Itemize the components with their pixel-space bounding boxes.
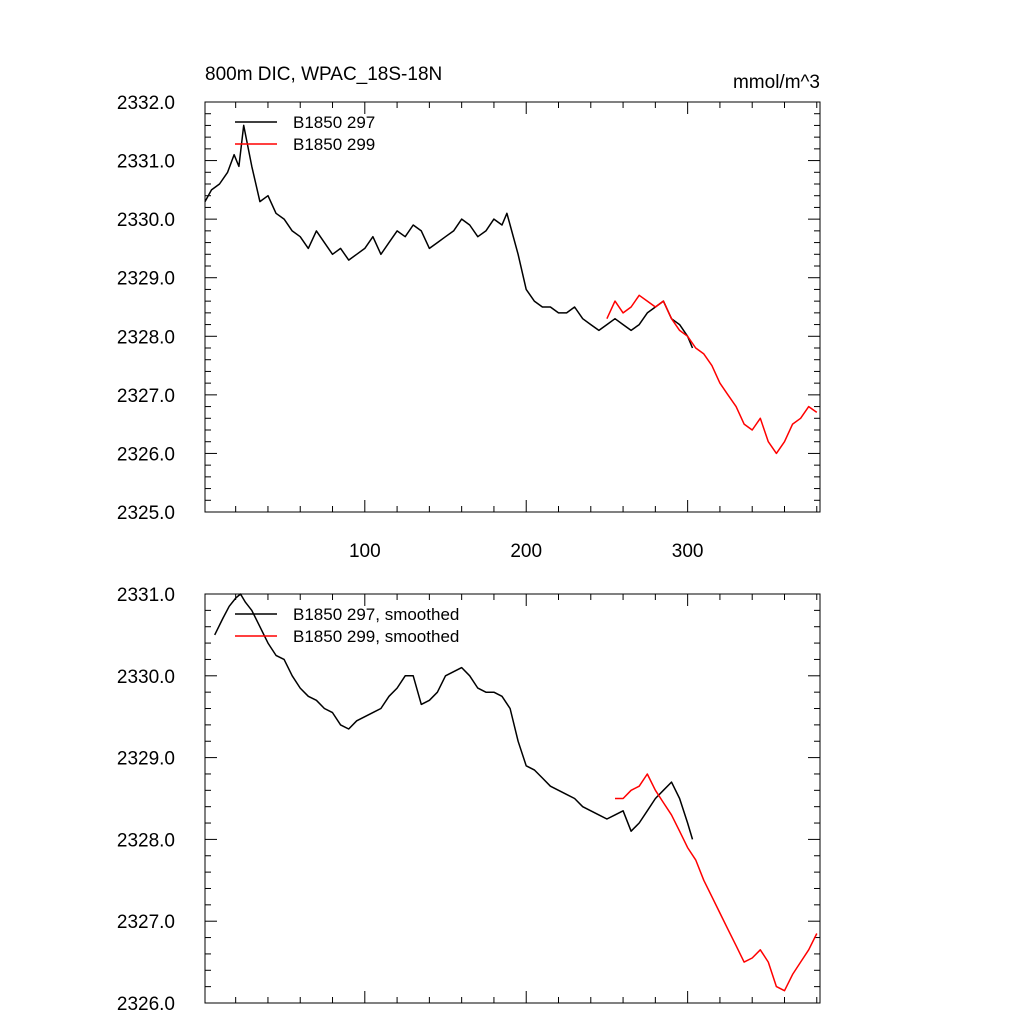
y-tick-label: 2327.0 — [117, 912, 175, 933]
series-line-1 — [214, 593, 694, 840]
legend-label: B1850 299 — [293, 135, 375, 154]
panel-top: 800m DIC, WPAC_18S-18N mmol/m^3 2325.0 23… — [117, 64, 821, 562]
series-line-2 — [606, 294, 818, 455]
y-tick-label: 2332.0 — [117, 93, 175, 114]
series-line-1 — [204, 124, 694, 349]
y-tick-label: 2331.0 — [117, 585, 175, 606]
chart-title: 800m DIC, WPAC_18S-18N — [205, 64, 442, 85]
legend-label: B1850 297, smoothed — [293, 605, 459, 624]
y-tick-label: 2328.0 — [117, 327, 175, 348]
y-tick-label: 2330.0 — [117, 667, 175, 688]
panel-bottom: 2326.0 2327.0 2328.0 2329.0 2330.0 2331.0 B185… — [117, 585, 821, 1015]
y-tick-label: 2329.0 — [117, 749, 175, 770]
x-tick-label: 100 — [349, 541, 381, 562]
plot-frame — [204, 593, 821, 1004]
x-tick-label: 300 — [672, 541, 704, 562]
series-line-2 — [615, 773, 818, 992]
x-tick-label: 200 — [510, 541, 542, 562]
legend-label: B1850 297 — [293, 113, 375, 132]
plot-frame — [204, 101, 821, 513]
units-label: mmol/m^3 — [733, 72, 820, 93]
y-tick-label: 2326.0 — [117, 444, 175, 465]
y-tick-label: 2330.0 — [117, 210, 175, 231]
legend-label: B1850 299, smoothed — [293, 627, 459, 646]
y-tick-label: 2325.0 — [117, 503, 175, 524]
y-tick-label: 2327.0 — [117, 386, 175, 407]
y-tick-label: 2329.0 — [117, 269, 175, 290]
y-tick-label: 2326.0 — [117, 994, 175, 1015]
y-tick-label: 2331.0 — [117, 152, 175, 173]
y-tick-label: 2328.0 — [117, 830, 175, 851]
